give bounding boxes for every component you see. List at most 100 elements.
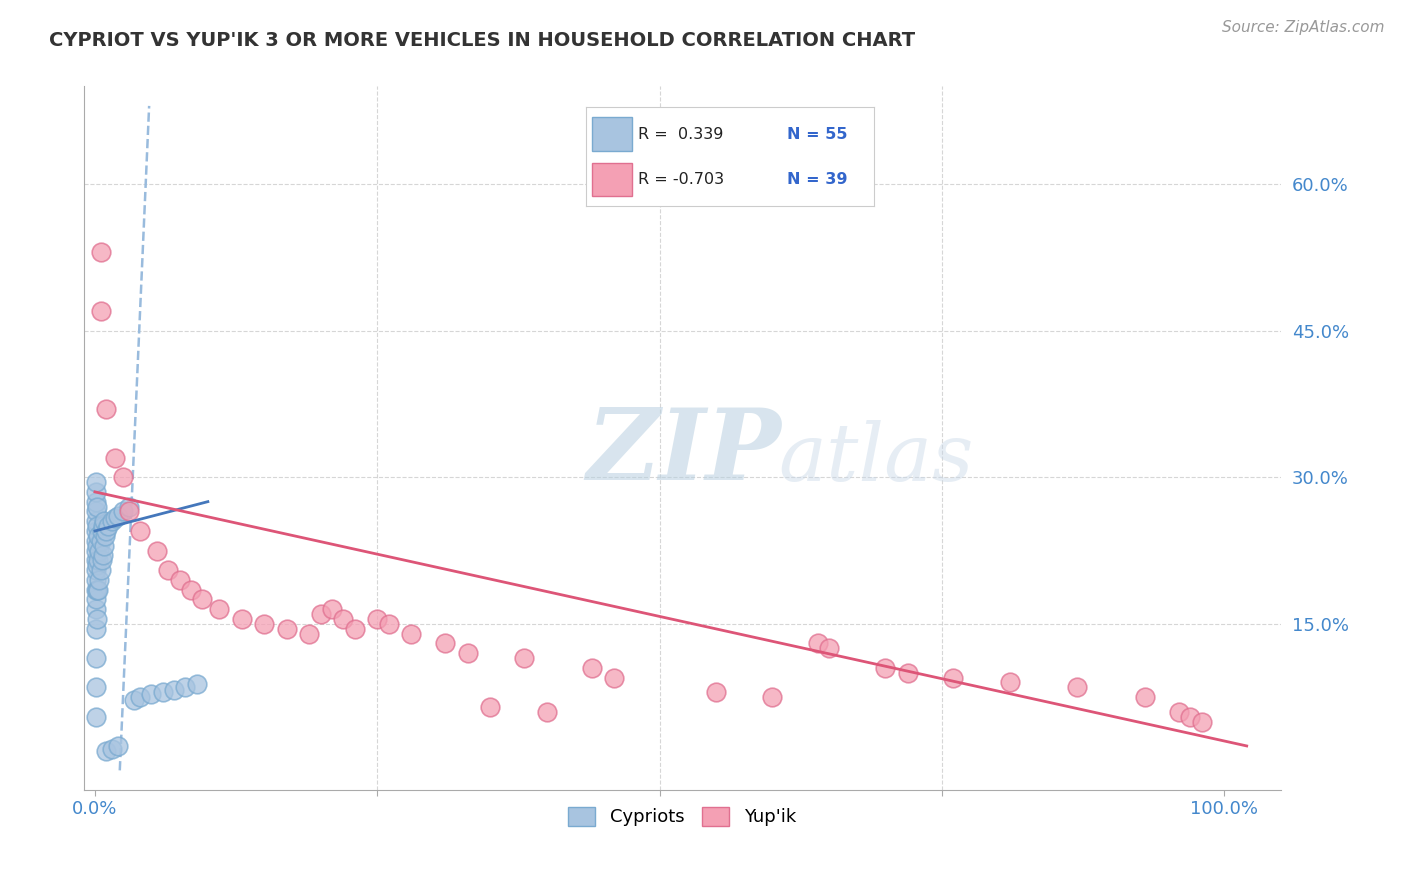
Point — [276, 622, 298, 636]
Point — [208, 602, 231, 616]
Point — [479, 699, 502, 714]
Point — [84, 681, 107, 695]
Point — [107, 509, 129, 524]
Point — [90, 553, 112, 567]
Point — [86, 519, 108, 533]
Point — [169, 573, 191, 587]
Point — [89, 543, 111, 558]
Point — [998, 675, 1021, 690]
Text: atlas: atlas — [778, 420, 973, 498]
Point — [90, 304, 112, 318]
Point — [86, 539, 108, 553]
Point — [84, 582, 107, 597]
Point — [174, 681, 197, 695]
Point — [1133, 690, 1156, 704]
Point — [129, 690, 152, 704]
Point — [84, 524, 107, 538]
Point — [97, 519, 120, 533]
Point — [581, 661, 603, 675]
Point — [90, 524, 112, 538]
Point — [91, 519, 114, 533]
Point — [399, 626, 422, 640]
Point — [91, 549, 114, 563]
Point — [343, 622, 366, 636]
Point — [84, 592, 107, 607]
Point — [146, 543, 169, 558]
Point — [1191, 714, 1213, 729]
Point — [101, 742, 124, 756]
Point — [298, 626, 321, 640]
Point — [807, 636, 830, 650]
Point — [107, 739, 129, 753]
Point — [93, 514, 115, 528]
Point — [513, 651, 536, 665]
Point — [1180, 709, 1202, 723]
Point — [818, 641, 841, 656]
Point — [163, 683, 186, 698]
Point — [86, 582, 108, 597]
Point — [141, 687, 163, 701]
Point — [152, 685, 174, 699]
Point — [897, 665, 920, 680]
Point — [536, 705, 558, 719]
Point — [86, 500, 108, 514]
Point — [87, 529, 110, 543]
Point — [180, 582, 202, 597]
Point — [84, 563, 107, 577]
Text: Source: ZipAtlas.com: Source: ZipAtlas.com — [1222, 20, 1385, 35]
Point — [1066, 681, 1088, 695]
Point — [104, 511, 127, 525]
Point — [84, 494, 107, 508]
Point — [124, 693, 146, 707]
Point — [93, 539, 115, 553]
Point — [96, 401, 118, 416]
Point — [96, 524, 118, 538]
Point — [84, 602, 107, 616]
Text: ZIP: ZIP — [586, 404, 782, 500]
Point — [84, 475, 107, 489]
Point — [84, 553, 107, 567]
Point — [366, 612, 388, 626]
Point — [321, 602, 343, 616]
Point — [84, 533, 107, 548]
Point — [104, 450, 127, 465]
Point — [84, 651, 107, 665]
Point — [86, 558, 108, 573]
Point — [332, 612, 354, 626]
Point — [761, 690, 783, 704]
Point — [90, 245, 112, 260]
Point — [89, 573, 111, 587]
Point — [253, 616, 276, 631]
Point — [84, 622, 107, 636]
Legend: Cypriots, Yup'ik: Cypriots, Yup'ik — [561, 800, 803, 834]
Point — [118, 500, 141, 514]
Point — [157, 563, 180, 577]
Point — [186, 677, 208, 691]
Point — [875, 661, 897, 675]
Point — [118, 504, 141, 518]
Point — [90, 533, 112, 548]
Point — [84, 514, 107, 528]
Text: CYPRIOT VS YUP'IK 3 OR MORE VEHICLES IN HOUSEHOLD CORRELATION CHART: CYPRIOT VS YUP'IK 3 OR MORE VEHICLES IN … — [49, 31, 915, 50]
Point — [191, 592, 214, 607]
Point — [96, 744, 118, 758]
Point — [87, 553, 110, 567]
Point — [377, 616, 399, 631]
Point — [84, 543, 107, 558]
Point — [129, 524, 152, 538]
Point — [433, 636, 456, 650]
Point — [309, 607, 332, 621]
Point — [603, 671, 626, 685]
Point — [1168, 705, 1191, 719]
Point — [87, 582, 110, 597]
Point — [86, 612, 108, 626]
Point — [94, 529, 117, 543]
Point — [942, 671, 965, 685]
Point — [84, 573, 107, 587]
Point — [704, 685, 727, 699]
Point — [84, 484, 107, 499]
Point — [84, 709, 107, 723]
Point — [101, 514, 124, 528]
Point — [231, 612, 253, 626]
Point — [84, 504, 107, 518]
